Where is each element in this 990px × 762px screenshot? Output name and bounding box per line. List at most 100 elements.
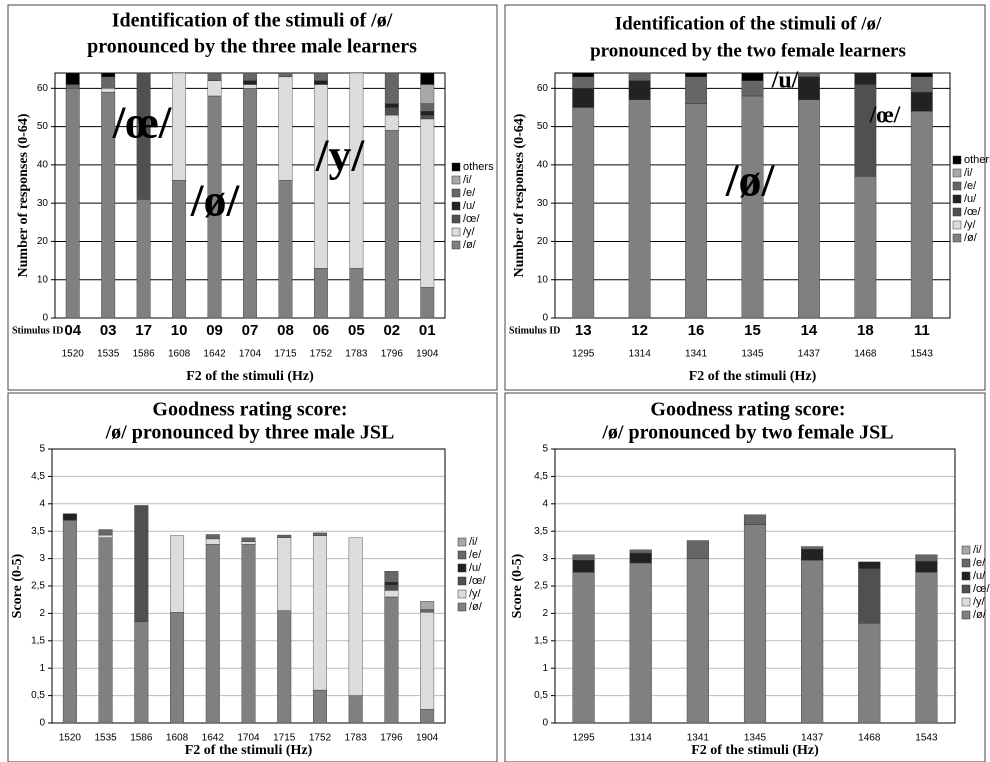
bar-segment [170,612,185,724]
y-tick-label: 50 [37,121,49,132]
x-tick-label: 1535 [97,349,120,360]
legend-swatch [961,610,971,620]
bar-segment [243,80,257,85]
bar-segment [312,535,327,691]
stimulus-id: 09 [206,322,223,339]
bar-segment [207,72,222,81]
stimulus-id: 02 [383,322,400,339]
x-tick-label: 1642 [202,733,225,744]
x-tick-label: 1715 [273,733,296,744]
legend-swatch [451,240,461,250]
bar-segment [384,596,399,724]
y-tick-label: 0 [542,718,548,729]
legend-label: others [463,161,494,173]
panel-border [7,392,498,762]
bar-segment [205,538,220,545]
y-tick-label: 4 [39,498,45,509]
bar-segment [349,72,364,269]
bar-segment [101,72,116,78]
bar-segment [277,534,292,538]
bar-segment [685,72,707,78]
annotation: /œ/ [112,97,173,148]
legend-swatch [457,589,467,599]
legend-label: /ø/ [973,609,987,621]
legend-swatch [457,537,467,547]
bar-segment [743,524,767,724]
y-tick-label: 2,5 [31,581,45,592]
legend-swatch [952,194,962,204]
bar-segment [798,72,820,78]
legend-swatch [457,550,467,560]
y-tick-label: 20 [37,236,49,247]
chart-title: pronounced by the two female learners [590,40,906,61]
chart-title: pronounced by the three male learners [87,36,417,58]
bar-segment [572,107,595,319]
legend-swatch [961,597,971,607]
bar-segment [910,76,933,93]
bar-segment [172,179,187,319]
stimulus-id: 14 [801,322,818,339]
bar-segment [743,514,767,525]
y-axis-label: Number of responses (0-64) [512,113,527,277]
stimulus-id-label: Stimulus ID [509,325,560,336]
x-tick-label: 1345 [744,733,767,744]
bar-segment [134,505,149,622]
annotation: /u/ [771,68,799,94]
chart-title: /ø/ pronounced by two female JSL [601,422,893,444]
x-tick-label: 1520 [62,349,85,360]
bar-segment [854,176,877,319]
bar-segment [572,560,595,573]
bar-segment [572,76,595,89]
bar-segment [241,544,256,724]
bar-segment [65,84,80,89]
y-tick-label: 4,5 [534,471,548,482]
bar-segment [420,103,435,112]
stimulus-id: 08 [277,322,294,339]
bar-segment [172,72,187,181]
y-tick-label: 2,5 [534,581,548,592]
legend-label: /y/ [463,226,476,238]
x-tick-label: 1752 [310,349,333,360]
y-tick-label: 3 [542,553,548,564]
chart-title: Goodness rating score: [152,399,347,421]
bar-segment [384,107,399,116]
legend-swatch [451,227,461,237]
bar-segment [910,111,933,319]
legend-label: /u/ [973,570,986,582]
x-tick-label: 1345 [741,349,764,360]
legend-label: /i/ [469,536,479,548]
legend-label: /i/ [463,174,473,186]
bar-segment [243,88,257,319]
annotation: /ø/ [725,155,776,206]
y-tick-label: 1,5 [31,635,45,646]
y-tick-label: 5 [542,444,548,455]
bar-segment [420,612,435,710]
bar-segment [384,130,399,319]
legend-label: others [964,154,990,166]
x-tick-label: 1796 [381,349,404,360]
legend-label: /y/ [469,588,482,600]
panel-border [7,4,498,391]
x-tick-label: 1586 [133,349,156,360]
panel-border [504,392,986,762]
y-tick-label: 50 [537,121,549,132]
bar-segment [278,179,293,319]
bar-segment [62,520,77,724]
legend-swatch [952,181,962,191]
bar-segment [420,601,435,610]
legend-label: /œ/ [469,575,486,587]
y-tick-label: 4 [542,498,548,509]
chart-title: Identification of the stimuli of /ø/ [615,13,882,34]
bar-segment [348,537,363,696]
bar-segment [910,72,933,78]
x-tick-label: 1295 [572,349,595,360]
bar-segment [741,95,764,319]
y-axis-label: Score (0-5) [10,553,25,618]
y-axis-label: Score (0-5) [510,553,525,618]
bar-segment [207,80,222,97]
bar-segment [349,268,364,319]
legend-label: /u/ [469,562,482,574]
bar-segment [134,621,149,724]
legend-swatch [451,175,461,185]
